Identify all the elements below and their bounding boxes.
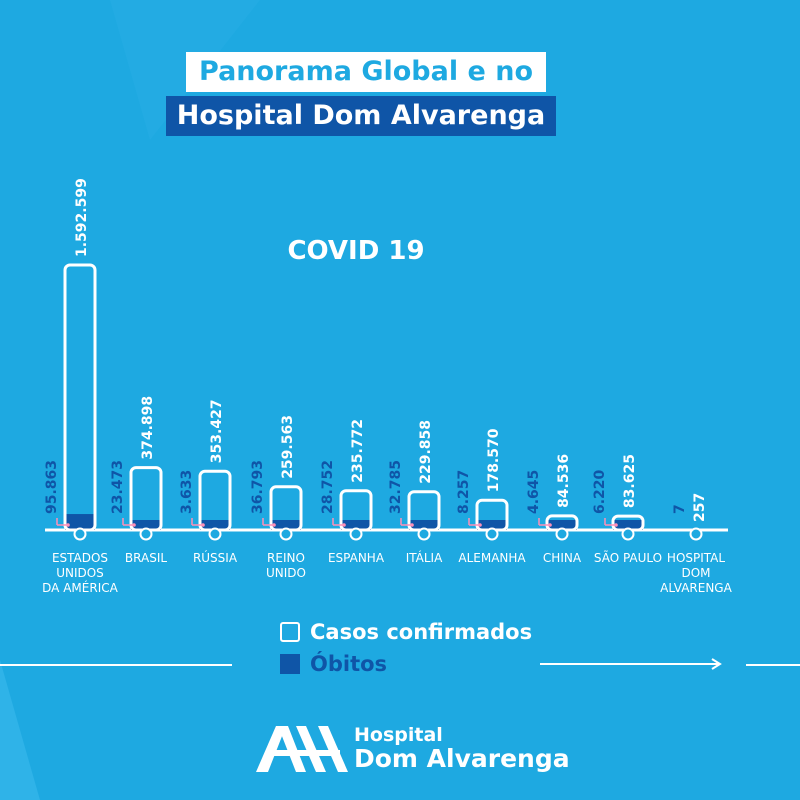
legend-cases-swatch — [280, 622, 300, 642]
deaths-connector-dot — [342, 523, 346, 527]
category-label: ESTADOS — [52, 551, 108, 565]
category-label: HOSPITAL — [667, 551, 725, 565]
logo-line1: Hospital — [354, 723, 443, 746]
cases-value-label: 178.570 — [486, 428, 502, 492]
category-label: RÚSSIA — [193, 550, 238, 565]
axis-node — [689, 527, 703, 541]
deaths-value-label: 4.645 — [526, 470, 542, 514]
deaths-connector-dot — [272, 523, 276, 527]
category-label: CHINA — [543, 551, 582, 565]
axis-node — [139, 527, 153, 541]
deaths-bar — [477, 520, 507, 530]
deaths-bar — [131, 520, 161, 530]
category-label: ALVARENGA — [660, 581, 732, 595]
legend-deaths-label: Óbitos — [310, 652, 388, 676]
cases-value-label: 235.772 — [350, 419, 366, 483]
category-label: UNIDO — [266, 566, 306, 580]
deaths-bar — [613, 520, 643, 530]
deaths-connector-dot — [614, 523, 618, 527]
title-line1: Panorama Global e no — [186, 52, 546, 92]
deaths-connector-dot — [410, 523, 414, 527]
category-label: UNIDOS — [56, 566, 104, 580]
cases-bar — [63, 263, 97, 532]
deaths-bar — [341, 520, 371, 530]
deaths-bar — [547, 520, 577, 530]
deaths-value-label: 6.220 — [592, 469, 608, 514]
deaths-bar — [200, 520, 230, 530]
deaths-value-label: 36.793 — [250, 460, 266, 514]
logo-mark-icon — [256, 726, 348, 772]
deaths-value-label: 32.785 — [388, 460, 404, 514]
axis-node — [73, 527, 87, 541]
deaths-connector-dot — [132, 523, 136, 527]
cases-value-label: 259.563 — [280, 415, 296, 479]
category-label: ITÁLIA — [406, 550, 443, 565]
deaths-value-label: 95.863 — [44, 460, 60, 514]
category-label: ALEMANHA — [458, 551, 526, 565]
axis-node — [417, 527, 431, 541]
decor-line-right — [746, 664, 800, 666]
category-label: BRASIL — [125, 551, 167, 565]
cases-value-label: 83.625 — [622, 454, 638, 508]
axis-node — [349, 527, 363, 541]
category-label: DA AMÉRICA — [42, 580, 118, 595]
category-label: DOM — [681, 566, 710, 580]
deaths-connector-dot — [66, 523, 70, 527]
arrow-right-icon — [540, 658, 722, 670]
deaths-value-label: 28.752 — [320, 460, 336, 514]
cases-value-label: 257 — [692, 493, 708, 522]
axis-node — [621, 527, 635, 541]
cases-value-label: 229.858 — [418, 420, 434, 484]
cases-value-label: 374.898 — [140, 396, 156, 460]
axis-node — [279, 527, 293, 541]
category-label: ESPANHA — [328, 551, 385, 565]
legend-cases: Casos confirmados — [280, 620, 532, 644]
logo-text: Hospital Dom Alvarenga — [354, 723, 570, 773]
deaths-connector-dot — [548, 523, 552, 527]
cases-value-label: 1.592.599 — [74, 178, 90, 257]
cases-value-label: 353.427 — [209, 399, 225, 463]
deaths-value-label: 8.257 — [456, 470, 472, 514]
deaths-bar — [65, 514, 95, 530]
legend-deaths-swatch — [280, 654, 300, 674]
deaths-value-label: 7 — [672, 504, 688, 514]
decor-line-left — [0, 664, 232, 666]
category-label: REINO — [267, 551, 305, 565]
logo-line2: Dom Alvarenga — [354, 743, 570, 773]
deaths-bar — [409, 520, 439, 530]
deaths-bar — [271, 520, 301, 530]
axis-node — [555, 527, 569, 541]
deaths-value-label: 23.473 — [110, 460, 126, 514]
legend-deaths: Óbitos — [280, 652, 387, 676]
category-label: SÃO PAULO — [594, 550, 662, 565]
hospital-logo: Hospital Dom Alvarenga — [256, 724, 570, 774]
deaths-connector-dot — [201, 523, 205, 527]
title-line2: Hospital Dom Alvarenga — [166, 96, 556, 136]
chart-title: COVID 19 — [287, 236, 425, 266]
deaths-value-label: 3.633 — [179, 470, 195, 514]
deaths-connector-dot — [478, 523, 482, 527]
axis-node — [208, 527, 222, 541]
axis-node — [485, 527, 499, 541]
cases-value-label: 84.536 — [556, 454, 572, 508]
legend-cases-label: Casos confirmados — [310, 620, 533, 644]
